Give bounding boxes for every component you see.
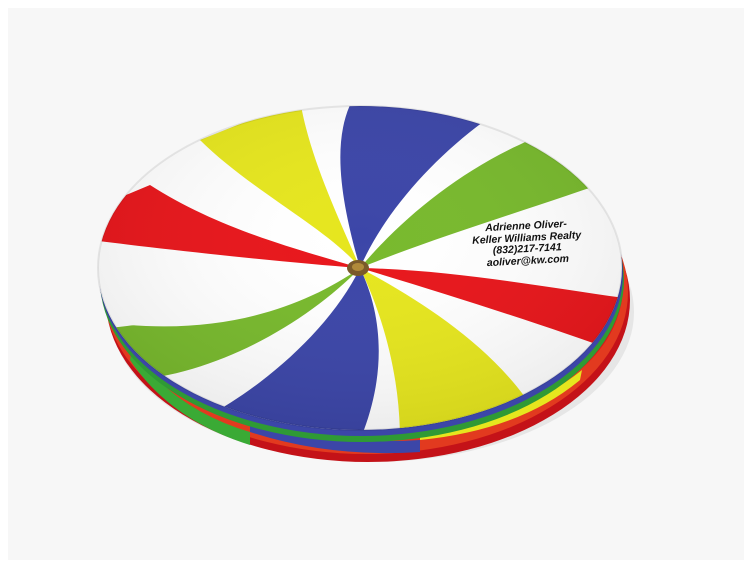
- coaster-imprint-text: Adrienne Oliver- Keller Williams Realty …: [451, 217, 603, 271]
- edge-green-segment: [130, 350, 250, 445]
- coaster-rim: [97, 105, 623, 431]
- coaster-top-face: [98, 106, 622, 430]
- edge-blue-segment: [250, 420, 420, 454]
